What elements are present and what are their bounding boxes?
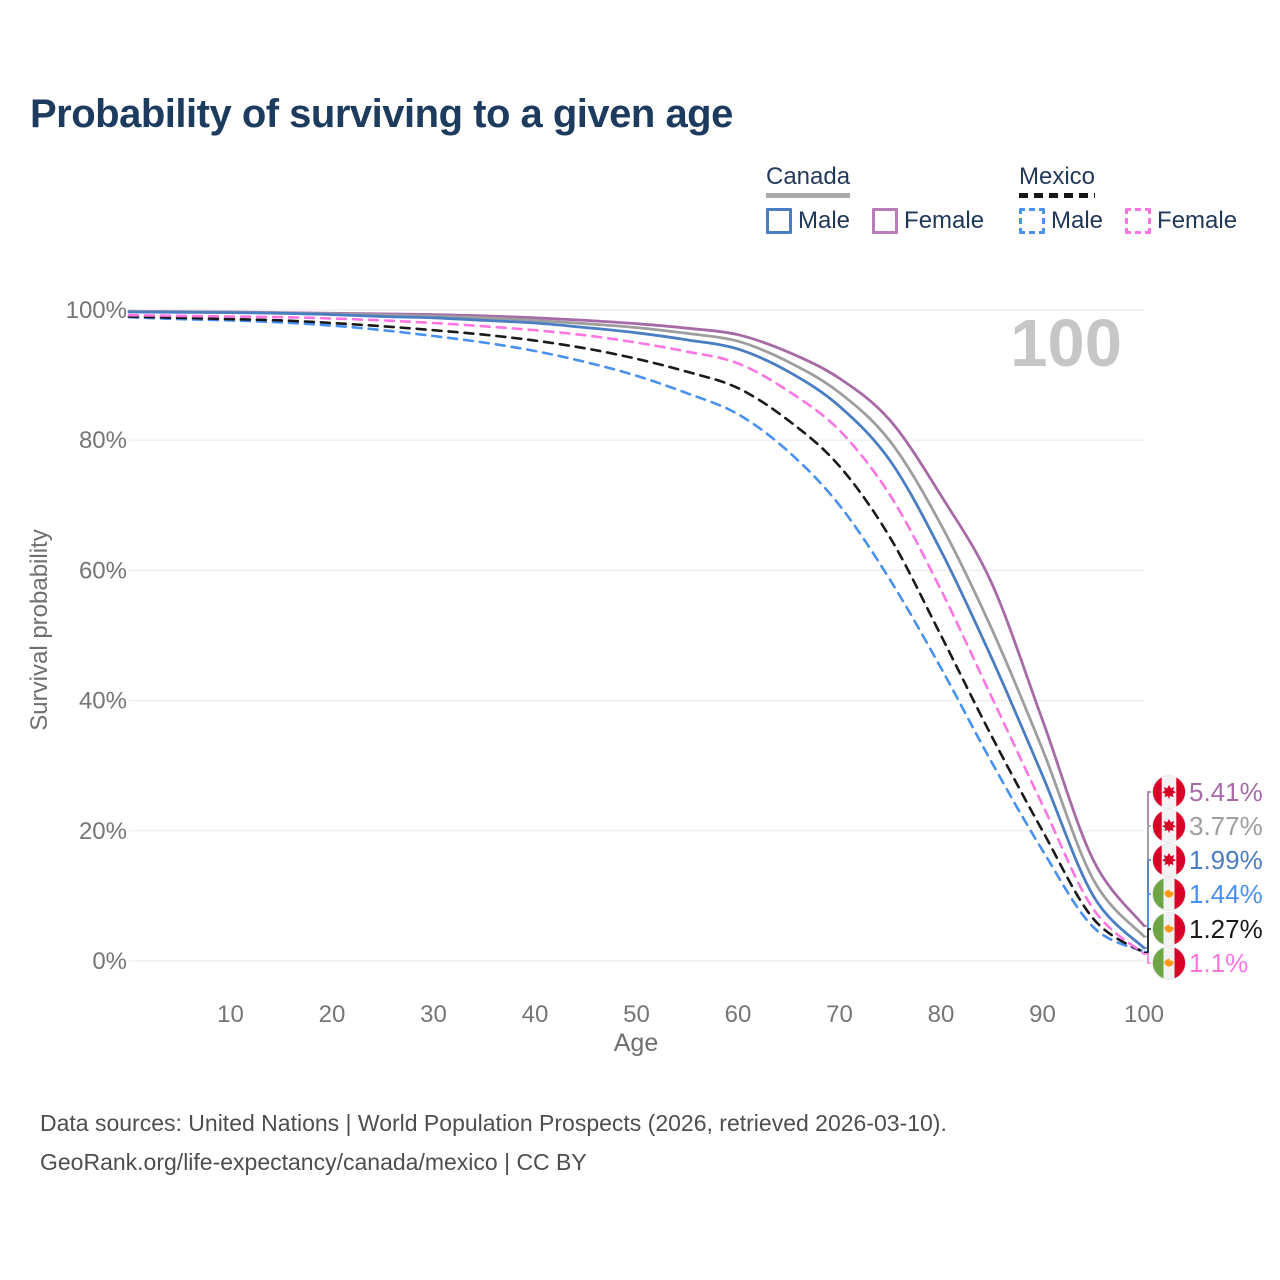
x-tick-label: 40	[522, 1001, 549, 1028]
end-label-group-mexico-male	[1153, 878, 1186, 911]
x-tick-label: 20	[319, 1001, 346, 1028]
y-tick-label: 20%	[79, 818, 127, 845]
end-label-group-mexico-both	[1153, 913, 1186, 946]
x-tick-label: 90	[1029, 1001, 1056, 1028]
connector-mexico-both	[1144, 928, 1151, 954]
legend-item-mexico-male[interactable]: Male	[1019, 207, 1103, 235]
mexico-male-swatch-icon	[1019, 208, 1045, 234]
mexico-flag-icon	[1153, 878, 1186, 911]
footer-attribution: Data sources: United Nations | World Pop…	[40, 1104, 947, 1182]
end-label-canada-both: 3.77%	[1189, 811, 1263, 841]
x-tick-label: 10	[217, 1001, 244, 1028]
end-label-mexico-female: 1.1%	[1189, 948, 1248, 978]
y-tick-label: 80%	[79, 427, 127, 454]
data-sources-line: Data sources: United Nations | World Pop…	[40, 1110, 947, 1136]
connector-mexico-female	[1144, 953, 1151, 964]
legend-canada-heading[interactable]: Canada	[766, 163, 851, 198]
legend-item-canada-female[interactable]: Female	[872, 207, 984, 235]
page-title: Probability of surviving to a given age	[30, 92, 733, 136]
canada-female-swatch-icon	[872, 208, 899, 234]
age-counter-watermark: 100	[1010, 306, 1122, 381]
y-tick-label: 60%	[79, 557, 127, 584]
x-tick-label: 50	[623, 1001, 650, 1028]
legend-mexico-heading[interactable]: Mexico	[1019, 163, 1096, 198]
legend-item-canada-male[interactable]: Male	[766, 207, 850, 235]
connector-mexico-male	[1144, 893, 1151, 953]
legend-mexico: Mexico Male Female	[1019, 163, 1237, 235]
x-tick-label: 30	[420, 1001, 447, 1028]
legend-mexico-female-label: Female	[1157, 207, 1238, 234]
line-mexico-both	[127, 315, 1146, 954]
y-axis-title: Survival probability	[26, 529, 53, 730]
x-axis-title: Age	[614, 1029, 658, 1057]
y-tick-label: 100%	[66, 297, 127, 324]
end-label-mexico-both: 1.27%	[1189, 914, 1263, 944]
end-label-mexico-male: 1.44%	[1189, 879, 1263, 909]
legend-canada-label: Canada	[766, 163, 851, 190]
end-label-group-canada-male	[1153, 844, 1186, 877]
end-label-group-canada-both	[1153, 810, 1186, 843]
mexico-flag-icon	[1153, 913, 1186, 946]
end-label-group-mexico-female	[1153, 947, 1186, 980]
legend-canada: Canada Male Female	[766, 163, 984, 235]
source-url-line: GeoRank.org/life-expectancy/canada/mexic…	[40, 1149, 587, 1175]
canada-flag-icon	[1153, 844, 1186, 877]
line-canada-male	[127, 310, 1146, 950]
line-mexico-male	[127, 315, 1146, 953]
x-tick-label: 70	[826, 1001, 853, 1028]
line-mexico-female	[127, 313, 1146, 956]
mexico-female-swatch-icon	[1125, 208, 1152, 234]
legend-mexico-label: Mexico	[1019, 163, 1096, 190]
legend-canada-male-label: Male	[798, 207, 851, 234]
y-tick-label: 0%	[92, 948, 127, 975]
canada-male-swatch-icon	[766, 208, 792, 234]
line-canada-female	[127, 309, 1146, 928]
line-canada-both	[127, 309, 1146, 938]
legend-mexico-total-line	[1019, 193, 1096, 198]
legend-mexico-male-label: Male	[1051, 207, 1104, 234]
x-tick-label: 100	[1124, 1001, 1164, 1028]
x-tick-label: 60	[725, 1001, 752, 1028]
legend-canada-female-label: Female	[904, 207, 985, 234]
mexico-flag-icon	[1153, 947, 1186, 980]
y-tick-label: 40%	[79, 688, 127, 715]
x-tick-label: 80	[928, 1001, 955, 1028]
legend-item-mexico-female[interactable]: Female	[1125, 207, 1237, 235]
end-label-canada-female: 5.41%	[1189, 777, 1263, 807]
canada-flag-icon	[1153, 776, 1186, 809]
end-label-group-canada-female	[1153, 776, 1186, 809]
legend-canada-total-line	[766, 193, 851, 198]
canada-flag-icon	[1153, 810, 1186, 843]
end-label-canada-male: 1.99%	[1189, 845, 1263, 875]
